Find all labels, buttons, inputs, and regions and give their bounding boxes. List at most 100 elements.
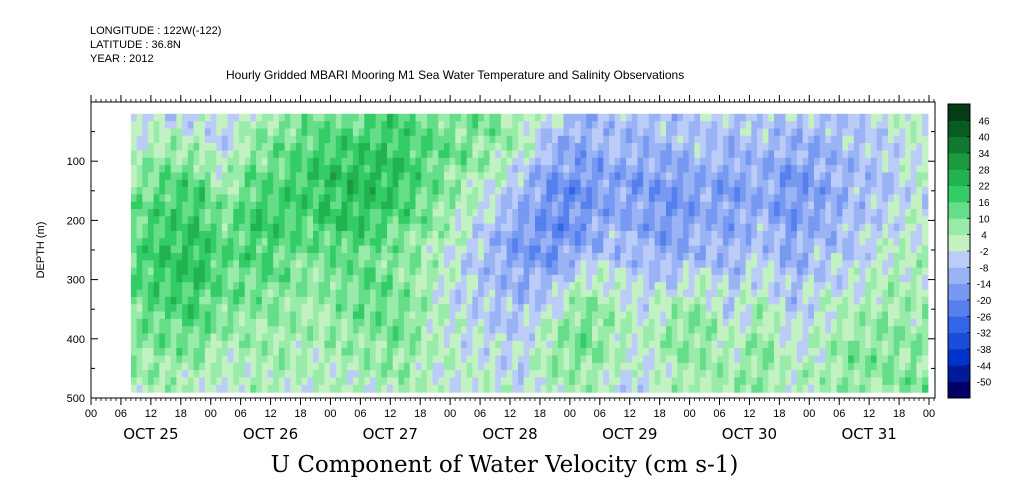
heatmap-cell xyxy=(819,223,826,232)
heatmap-cell xyxy=(392,223,399,232)
heatmap-cell xyxy=(159,157,166,166)
heatmap-cell xyxy=(438,260,445,269)
heatmap-cell xyxy=(313,121,320,130)
heatmap-cell xyxy=(284,201,291,210)
heatmap-cell xyxy=(762,333,769,342)
heatmap-cell xyxy=(261,377,269,386)
heatmap-cell xyxy=(597,267,604,276)
heatmap-cell xyxy=(529,296,536,305)
heatmap-cell xyxy=(785,223,792,232)
heatmap-cell xyxy=(284,194,291,203)
heatmap-cell xyxy=(819,370,826,378)
heatmap-cell xyxy=(295,377,303,386)
heatmap-cell xyxy=(335,318,343,327)
heatmap-cell xyxy=(330,355,337,364)
heatmap-cell xyxy=(273,201,280,210)
heatmap-cell xyxy=(603,348,610,356)
heatmap-cell xyxy=(421,245,428,254)
heatmap-cell xyxy=(387,326,394,335)
heatmap-cell xyxy=(381,187,388,195)
heatmap-cell xyxy=(802,201,809,210)
heatmap-cell xyxy=(421,340,428,349)
heatmap-cell xyxy=(227,172,234,181)
heatmap-cell xyxy=(688,326,695,335)
heatmap-cell xyxy=(256,370,263,378)
heatmap-cell xyxy=(370,282,377,291)
heatmap-cell xyxy=(165,194,172,203)
heatmap-cell xyxy=(290,311,297,320)
heatmap-cell xyxy=(626,282,633,291)
heatmap-cell xyxy=(466,165,473,173)
heatmap-cell xyxy=(535,143,542,151)
heatmap-cell xyxy=(705,296,713,305)
heatmap-cell xyxy=(461,355,468,364)
heatmap-cell xyxy=(244,223,251,232)
heatmap-cell xyxy=(779,370,787,378)
heatmap-cell xyxy=(734,121,741,130)
heatmap-cell xyxy=(705,238,713,247)
heatmap-cell xyxy=(677,179,684,188)
heatmap-cell xyxy=(842,260,849,269)
heatmap-cell xyxy=(597,348,604,356)
heatmap-cell xyxy=(182,289,189,298)
heatmap-cell xyxy=(546,348,553,356)
heatmap-cell xyxy=(609,289,616,298)
heatmap-cell xyxy=(535,296,542,305)
heatmap-cell xyxy=(512,333,519,342)
heatmap-cell xyxy=(341,289,348,298)
heatmap-cell xyxy=(432,333,439,342)
heatmap-cell xyxy=(375,231,382,239)
heatmap-cell xyxy=(375,194,382,203)
heatmap-cell xyxy=(620,333,627,342)
heatmap-cell xyxy=(700,245,707,254)
heatmap-cell xyxy=(142,187,149,195)
heatmap-cell xyxy=(620,311,627,320)
heatmap-cell xyxy=(683,128,690,137)
heatmap-cell xyxy=(722,165,730,173)
heatmap-cell xyxy=(421,333,428,342)
heatmap-cell xyxy=(472,260,479,269)
heatmap-cell xyxy=(330,318,337,327)
heatmap-cell xyxy=(603,121,610,130)
heatmap-cell xyxy=(700,333,707,342)
heatmap-cell xyxy=(859,223,866,232)
heatmap-cell xyxy=(358,165,365,173)
heatmap-cell xyxy=(648,231,656,239)
heatmap-cell xyxy=(398,209,405,217)
heatmap-cell xyxy=(785,304,792,313)
heatmap-cell xyxy=(694,326,701,335)
heatmap-cell xyxy=(387,165,394,173)
heatmap-cell xyxy=(227,165,234,173)
heatmap-cell xyxy=(170,340,177,349)
heatmap-cell xyxy=(643,304,650,313)
heatmap-cell xyxy=(518,231,525,239)
heatmap-cell xyxy=(318,355,325,364)
heatmap-cell xyxy=(825,370,832,378)
heatmap-cell xyxy=(785,172,792,181)
heatmap-cell xyxy=(740,238,747,247)
heatmap-cell xyxy=(700,355,707,364)
heatmap-cell xyxy=(592,362,599,371)
heatmap-cell xyxy=(540,274,547,283)
heatmap-cell xyxy=(261,311,269,320)
heatmap-cell xyxy=(170,135,177,144)
heatmap-cell xyxy=(586,223,593,232)
heatmap-cell xyxy=(227,113,234,122)
heatmap-cell xyxy=(187,128,195,137)
heatmap-cell xyxy=(745,157,752,166)
heatmap-cell xyxy=(859,179,866,188)
heatmap-cell xyxy=(700,113,707,122)
heatmap-cell xyxy=(421,304,428,313)
heatmap-cell xyxy=(415,238,422,247)
heatmap-cell xyxy=(313,238,320,247)
heatmap-cell xyxy=(233,362,240,371)
heatmap-cell xyxy=(267,201,274,210)
heatmap-cell xyxy=(500,187,508,195)
heatmap-cell xyxy=(483,150,491,159)
heatmap-cell xyxy=(722,296,730,305)
heatmap-cell xyxy=(688,362,695,371)
heatmap-cell xyxy=(352,311,360,320)
heatmap-cell xyxy=(751,121,758,130)
heatmap-cell xyxy=(728,370,735,378)
heatmap-cell xyxy=(717,326,724,335)
